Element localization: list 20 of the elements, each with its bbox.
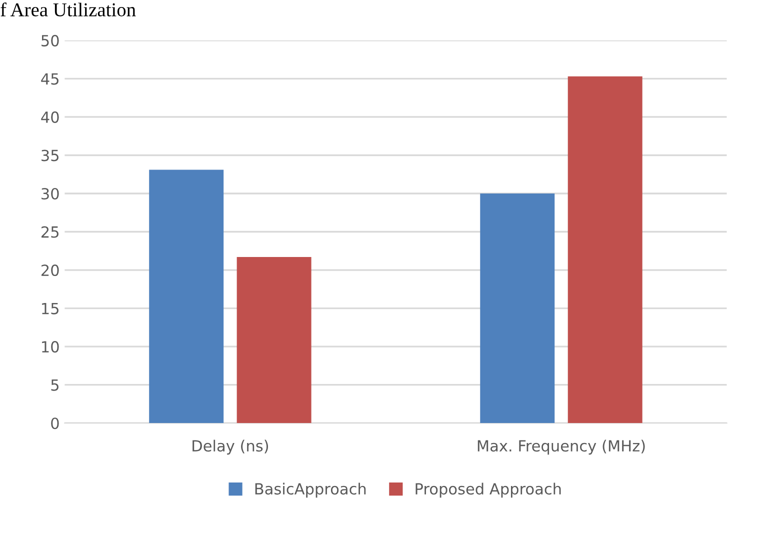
- y-tick-label: 45: [41, 73, 58, 85]
- y-tick-label: 40: [41, 111, 59, 123]
- y-tick-label: 35: [42, 150, 58, 162]
- legend-label: Proposed Approach: [416, 482, 561, 498]
- bar: [149, 170, 224, 424]
- y-tick-label: 25: [42, 226, 58, 238]
- y-tick-label: 0: [51, 418, 59, 430]
- chart-title: f Area Utilization: [0, 2, 136, 16]
- y-tick-label: 30: [42, 188, 59, 200]
- y-tick-label: 50: [42, 34, 59, 46]
- y-tick-label: 15: [42, 302, 58, 314]
- y-tick-label: 20: [42, 264, 59, 276]
- bar: [568, 76, 642, 424]
- x-tick-label: Max. Frequency (MHz): [478, 440, 645, 455]
- bar: [480, 194, 555, 424]
- y-tick-label: 10: [42, 341, 59, 353]
- y-tick-label: 5: [51, 380, 58, 391]
- x-tick-label: Delay (ns): [192, 440, 268, 455]
- legend-label: BasicApproach: [255, 482, 366, 498]
- bar: [236, 257, 312, 424]
